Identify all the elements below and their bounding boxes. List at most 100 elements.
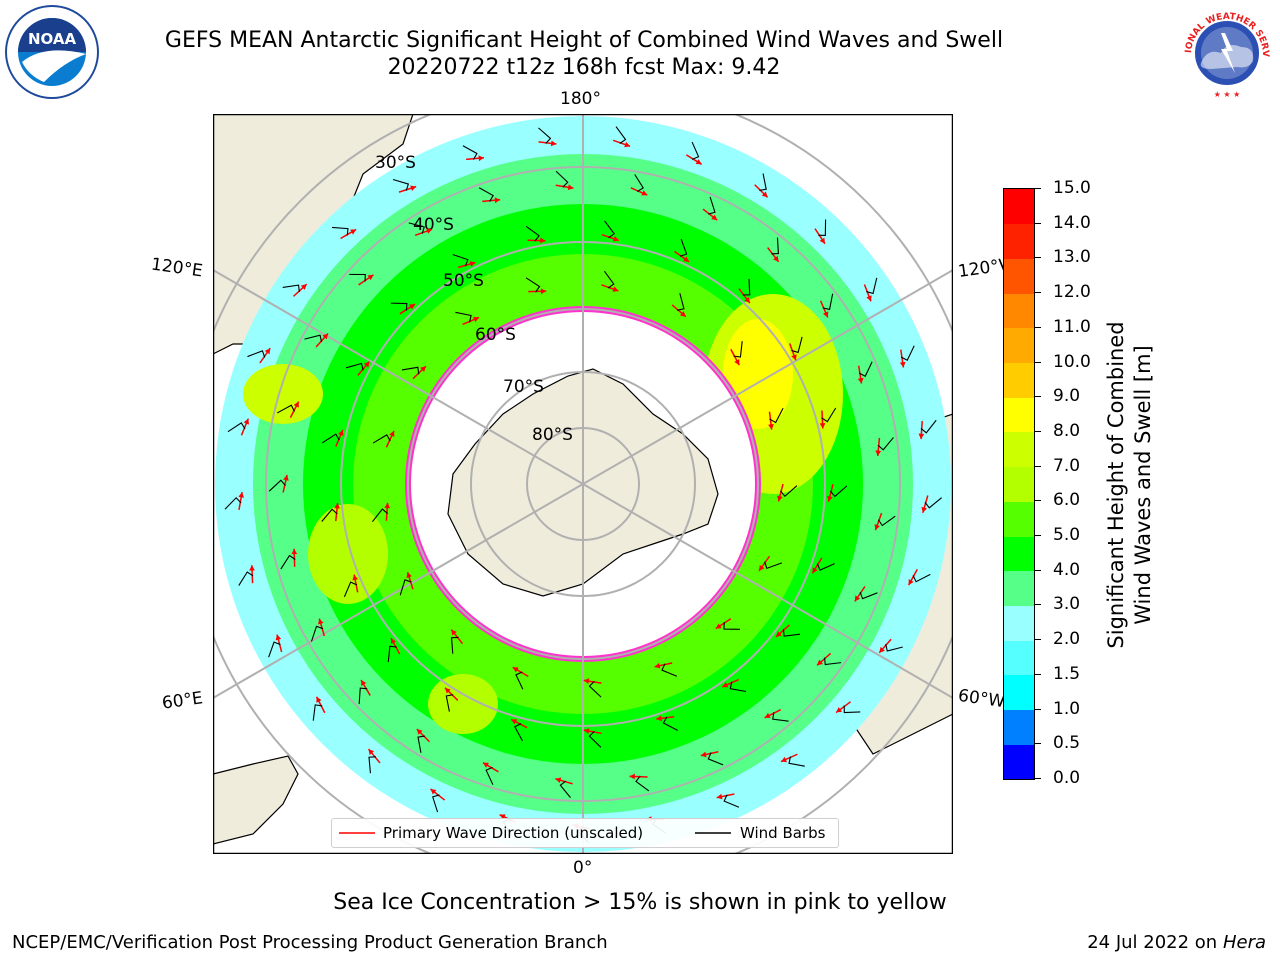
wave-arrow-head [773, 255, 779, 262]
colorbar-tick [1034, 535, 1041, 537]
wave-arrow-head [827, 495, 833, 502]
colorbar-tick [1034, 222, 1041, 224]
colorbar-tick-label: 14.0 [1053, 212, 1091, 233]
wind-barb [615, 126, 627, 144]
colorbar-tick [1034, 465, 1041, 467]
wind-barb [866, 277, 878, 295]
wave-arrow-head [761, 191, 768, 198]
wave-arrow-head [511, 719, 518, 725]
wave-arrow-head [444, 687, 451, 694]
wind-barb [331, 226, 349, 236]
wave-arrow-head [759, 564, 765, 571]
wind-barb [912, 573, 931, 583]
wave-arrow-head [781, 756, 788, 763]
colorbar-title: Significant Height of Combined Wind Waves… [1104, 321, 1155, 649]
wind-barb [555, 170, 569, 188]
wind-barb [772, 712, 789, 722]
colorbar-tick [1034, 743, 1041, 745]
wind-barb [432, 794, 440, 813]
wave-arrow-head [716, 793, 723, 800]
wind-barb [268, 479, 286, 492]
colorbar-tick [1034, 708, 1041, 710]
wave-arrow-head [555, 777, 562, 784]
wave-arrow-head [363, 361, 370, 368]
colorbar-segment [1004, 362, 1034, 398]
footer-date: 24 Jul 2022 on Hera [1087, 932, 1266, 953]
wind-barb [515, 671, 524, 690]
wave-arrow-head [656, 715, 662, 722]
colorbar [1003, 188, 1035, 780]
colorbar-segment [1004, 709, 1034, 745]
wind-barb [661, 663, 678, 677]
colorbar-tick [1034, 257, 1041, 259]
wind-barb [227, 422, 246, 433]
wave-arrow-head [823, 311, 829, 318]
vector-field [224, 126, 942, 844]
footer-branch: NCEP/EMC/Verification Post Processing Pr… [12, 932, 608, 953]
wave-arrow-head [764, 712, 771, 718]
colorbar-tick-label: 0.0 [1053, 768, 1081, 788]
colorbar-tick [1034, 673, 1041, 675]
wave-arrow-head [420, 366, 426, 372]
colorbar-tick-label: 1.5 [1053, 663, 1081, 684]
colorbar-tick-label: 3.0 [1053, 594, 1081, 615]
wind-barb [408, 222, 425, 234]
wave-arrow-head [540, 288, 547, 295]
wave-arrow-head [473, 316, 480, 323]
wind-barb [885, 644, 903, 652]
wave-arrow-head [567, 184, 574, 191]
lon-label-60e: 60°E [160, 688, 205, 714]
wave-arrow-head [283, 474, 289, 481]
colorbar-tick [1034, 778, 1041, 779]
colorbar-segment [1004, 327, 1034, 364]
colorbar-tick-label: 0.5 [1053, 733, 1081, 754]
legend-wave-label: Primary Wave Direction (unscaled) [383, 824, 644, 842]
wind-barb [707, 752, 724, 766]
colorbar-tick [1034, 188, 1041, 189]
wind-barb [387, 645, 397, 663]
wind-barb [372, 434, 391, 444]
wind-barb [858, 361, 873, 377]
wave-arrow-head [700, 751, 707, 758]
wind-barb [559, 780, 571, 799]
colorbar-tick-label: 1.0 [1053, 698, 1081, 719]
wind-barb [312, 704, 323, 721]
colorbar-segment [1004, 501, 1034, 537]
wave-arrow-head [390, 638, 397, 645]
wind-barb [742, 278, 751, 296]
wave-arrow-head [613, 236, 619, 242]
lat-label-70s: 70°S [503, 377, 544, 397]
wind-barb [764, 561, 783, 570]
wave-arrow-head [416, 728, 423, 735]
wave-arrow-head [367, 274, 374, 281]
wave-arrow-head [300, 284, 307, 290]
wind-barb [759, 173, 767, 191]
wind-barb [455, 311, 472, 323]
wind-barb [525, 225, 540, 242]
wind-barb [723, 622, 740, 630]
wind-barb [280, 554, 296, 570]
wind-barb [920, 419, 937, 434]
wind-barb [343, 581, 358, 598]
lat-label-30s: 30°S [375, 153, 416, 173]
wave-arrow-head [583, 678, 590, 684]
wave-arrow-head [389, 430, 395, 437]
wind-barb [304, 334, 323, 343]
wind-barb [349, 273, 366, 282]
wave-arrow-head [908, 579, 914, 586]
wave-arrow-head [857, 377, 864, 384]
wave-arrow-head [238, 492, 245, 498]
wave-arrow-head [361, 679, 367, 686]
wave-arrow-head [275, 634, 282, 641]
colorbar-segment [1004, 570, 1034, 606]
colorbar-tick [1034, 430, 1041, 432]
wave-arrow-head [384, 502, 391, 509]
wave-arrow-head [291, 548, 298, 555]
wind-barb [877, 515, 896, 527]
colorbar-tick-label: 2.0 [1053, 629, 1081, 650]
wave-arrow-head [921, 506, 928, 513]
colorbar-tick [1034, 569, 1041, 571]
wind-barb [788, 756, 805, 767]
sea-ice-note: Sea Ice Concentration > 15% is shown in … [333, 890, 947, 915]
wind-barb [821, 407, 837, 423]
